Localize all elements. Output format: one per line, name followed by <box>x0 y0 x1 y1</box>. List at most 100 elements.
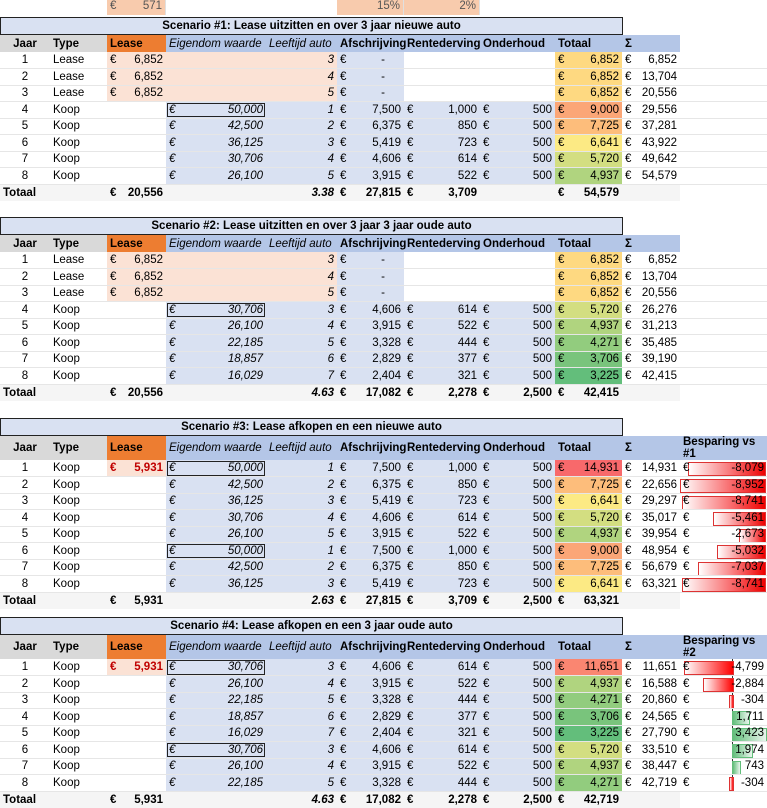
totaal-cell[interactable]: €4,271 <box>555 692 622 709</box>
type-cell[interactable]: Koop <box>50 675 107 693</box>
total-totaal[interactable]: €42,415 <box>555 384 622 401</box>
cumulatief-cell[interactable]: €11,651 <box>622 659 680 676</box>
totaal-cell[interactable]: €4,937 <box>555 675 622 693</box>
jaar-cell[interactable]: 3 <box>0 692 50 709</box>
lease-cell[interactable]: €6,852 <box>107 52 166 69</box>
afschrijving-cell[interactable]: €7,500 <box>337 101 404 119</box>
totaal-cell[interactable]: €7,725 <box>555 559 622 576</box>
cumulatief-cell[interactable]: €26,276 <box>622 301 680 319</box>
afschrijving-cell[interactable]: €7,500 <box>337 542 404 560</box>
onderhoud-cell[interactable] <box>480 68 555 86</box>
besparing-cell[interactable]: €1,711 <box>680 708 767 726</box>
afschrijving-cell[interactable]: € - <box>337 68 404 86</box>
type-cell[interactable]: Koop <box>50 167 107 185</box>
leeftijd-cell[interactable]: 3 <box>266 493 337 510</box>
type-cell[interactable]: Koop <box>50 509 107 527</box>
rentederving-cell[interactable]: €614 <box>404 741 480 759</box>
lease-cell[interactable] <box>107 741 166 759</box>
onderhoud-cell[interactable]: €500 <box>480 151 555 168</box>
cumulatief-cell[interactable]: €31,213 <box>622 318 680 335</box>
rentederving-cell[interactable]: €614 <box>404 151 480 168</box>
afschrijving-cell[interactable]: €2,404 <box>337 367 404 385</box>
rentederving-cell[interactable] <box>404 68 480 86</box>
besparing-cell[interactable]: € -4,799 <box>680 659 767 676</box>
lease-cell[interactable] <box>107 318 166 335</box>
onderhoud-cell[interactable]: €500 <box>480 708 555 726</box>
afschrijving-pct-cell[interactable]: 15% <box>337 0 404 15</box>
lease-cell[interactable] <box>107 134 166 152</box>
onderhoud-cell[interactable]: €500 <box>480 741 555 759</box>
header-9[interactable]: Σ <box>622 436 680 460</box>
lease-cell[interactable] <box>107 334 166 352</box>
leeftijd-cell[interactable]: 4 <box>266 675 337 693</box>
totaal-cell[interactable]: €6,852 <box>555 268 622 286</box>
header-8[interactable]: Totaal <box>555 235 622 252</box>
onderhoud-cell[interactable]: €500 <box>480 493 555 510</box>
leeftijd-cell[interactable]: 3 <box>266 52 337 69</box>
besparing-cell[interactable]: € -8,952 <box>680 476 767 494</box>
lease-input-cell[interactable]: €571 <box>107 0 166 15</box>
leeftijd-cell[interactable]: 3 <box>266 659 337 676</box>
header-1[interactable]: Type <box>50 436 107 460</box>
eigendom-cell[interactable] <box>166 285 266 302</box>
leeftijd-cell[interactable]: 1 <box>266 542 337 560</box>
type-cell[interactable]: Koop <box>50 351 107 368</box>
header-7[interactable]: Onderhoud <box>480 635 555 659</box>
besparing-cell[interactable]: € -2,673 <box>680 526 767 543</box>
cumulatief-cell[interactable]: €20,860 <box>622 692 680 709</box>
rentederving-cell[interactable]: €522 <box>404 526 480 543</box>
jaar-cell[interactable]: 6 <box>0 741 50 759</box>
type-cell[interactable]: Lease <box>50 252 107 269</box>
rentederving-cell[interactable]: €377 <box>404 351 480 368</box>
totaal-cell[interactable]: €3,706 <box>555 708 622 726</box>
totaal-cell[interactable]: €6,641 <box>555 575 622 593</box>
jaar-cell[interactable]: 7 <box>0 758 50 775</box>
eigendom-cell[interactable]: €16,029 <box>166 725 266 742</box>
rentederving-cell[interactable]: €614 <box>404 509 480 527</box>
jaar-cell[interactable]: 8 <box>0 774 50 792</box>
total-rentederving[interactable]: €3,709 <box>404 592 480 609</box>
header-1[interactable]: Type <box>50 235 107 252</box>
eigendom-cell[interactable]: €26,100 <box>166 758 266 775</box>
cumulatief-cell[interactable]: €6,852 <box>622 252 680 269</box>
totaal-cell[interactable]: €3,225 <box>555 367 622 385</box>
total-onderhoud[interactable]: €2,500 <box>480 592 555 609</box>
afschrijving-cell[interactable]: €3,328 <box>337 334 404 352</box>
totaal-cell[interactable]: €5,720 <box>555 509 622 527</box>
type-cell[interactable]: Lease <box>50 85 107 102</box>
afschrijving-cell[interactable]: € - <box>337 85 404 102</box>
cumulatief-cell[interactable]: €38,447 <box>622 758 680 775</box>
rentederving-cell[interactable] <box>404 285 480 302</box>
eigendom-cell[interactable]: €22,185 <box>166 774 266 792</box>
jaar-cell[interactable]: 1 <box>0 659 50 676</box>
afschrijving-cell[interactable]: €3,328 <box>337 774 404 792</box>
onderhoud-cell[interactable] <box>480 85 555 102</box>
cumulatief-cell[interactable]: €29,556 <box>622 101 680 119</box>
besparing-cell[interactable]: € -304 <box>680 774 767 792</box>
type-cell[interactable]: Koop <box>50 559 107 576</box>
besparing-cell[interactable]: € -304 <box>680 692 767 709</box>
rentederving-cell[interactable]: €850 <box>404 559 480 576</box>
eigendom-cell[interactable]: €30,706 <box>166 659 266 676</box>
lease-cell[interactable]: €6,852 <box>107 285 166 302</box>
onderhoud-cell[interactable]: €500 <box>480 659 555 676</box>
header-3[interactable]: Eigendom waarde <box>166 35 266 52</box>
leeftijd-cell[interactable]: 5 <box>266 285 337 302</box>
rentederving-cell[interactable]: €614 <box>404 301 480 319</box>
totaal-cell[interactable]: €11,651 <box>555 659 622 676</box>
jaar-cell[interactable]: 1 <box>0 52 50 69</box>
type-cell[interactable]: Koop <box>50 318 107 335</box>
afschrijving-cell[interactable]: €3,328 <box>337 692 404 709</box>
header-7[interactable]: Onderhoud <box>480 436 555 460</box>
cumulatief-cell[interactable]: €29,297 <box>622 493 680 510</box>
cumulatief-cell[interactable]: €16,588 <box>622 675 680 693</box>
besparing-cell[interactable]: € -5,461 <box>680 509 767 527</box>
leeftijd-cell[interactable]: 5 <box>266 85 337 102</box>
rentederving-cell[interactable]: €850 <box>404 118 480 135</box>
leeftijd-cell[interactable]: 4 <box>266 318 337 335</box>
rentederving-cell[interactable]: €522 <box>404 318 480 335</box>
onderhoud-cell[interactable]: €500 <box>480 460 555 477</box>
lease-cell[interactable] <box>107 509 166 527</box>
total-leeftijd[interactable]: 2.63 <box>266 592 337 609</box>
afschrijving-cell[interactable]: €4,606 <box>337 741 404 759</box>
